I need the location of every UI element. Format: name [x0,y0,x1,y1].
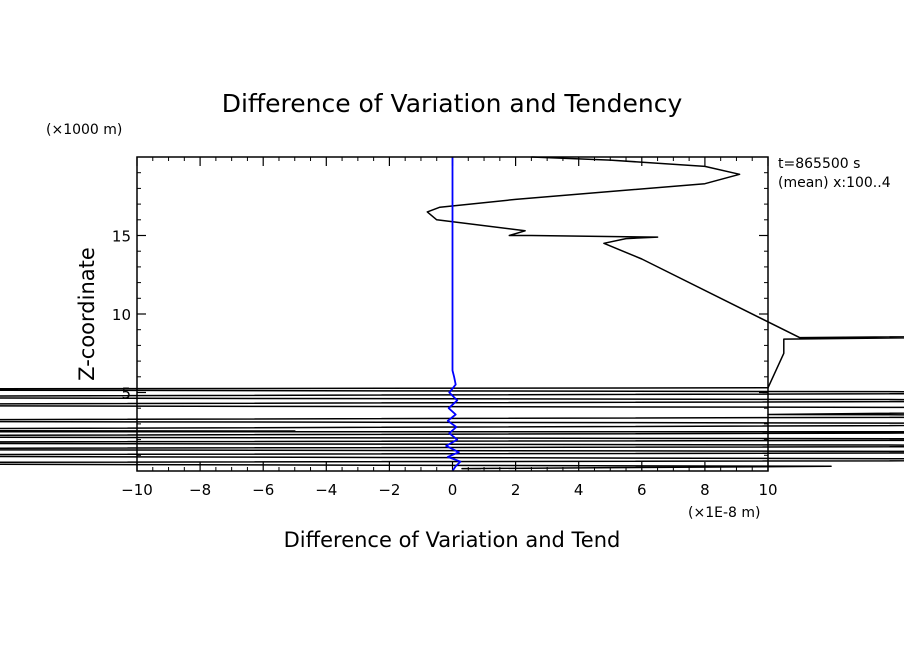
x-tick-label: 6 [637,481,647,499]
x-tick-label: −6 [252,481,274,499]
plot-frame [136,156,769,472]
series-layer [0,156,904,472]
y-tick-label: 5 [121,385,131,403]
series-line-blue [445,157,462,472]
y-tick-label: 10 [112,306,131,324]
y-unit-label: (×1000 m) [46,122,122,138]
info-time-label: t=865500 s [778,156,860,172]
x-axis-label: Difference of Variation and Tend [284,528,621,552]
x-tick-label: 8 [700,481,710,499]
x-unit-label: (×1E-8 m) [688,505,760,521]
info-mean-label: (mean) x:100..4 [778,175,891,191]
x-tick-label: −2 [378,481,400,499]
x-tick-label: −10 [121,481,153,499]
x-tick-label: −8 [189,481,211,499]
x-tick-label: 4 [574,481,584,499]
x-tick-label: −4 [315,481,337,499]
x-tick-label: 10 [758,481,777,499]
axis-ticks: −10 −8 −6 −4 −2 0 2 4 6 8 10 5 10 15 [112,157,778,499]
chart-title: Difference of Variation and Tendency [222,89,683,118]
y-tick-label: 15 [112,228,131,246]
x-tick-label: 0 [448,481,458,499]
x-tick-label: 2 [511,481,521,499]
y-axis-label: Z-coordinate [75,247,99,381]
